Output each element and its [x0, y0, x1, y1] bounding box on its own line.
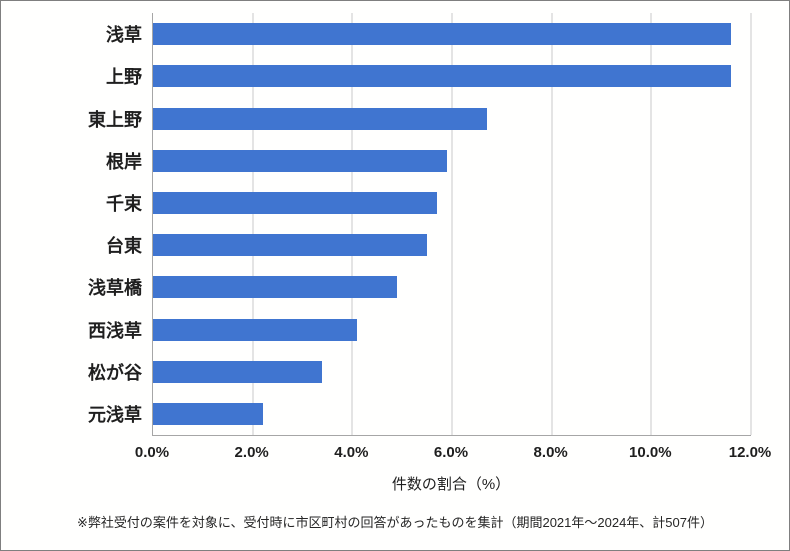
bar — [153, 234, 428, 257]
footnote: ※弊社受付の案件を対象に、受付時に市区町村の回答があったものを集計（期間2021… — [76, 515, 714, 530]
x-tick-label: 2.0% — [234, 444, 269, 461]
plot-area — [152, 13, 752, 436]
x-tick-label: 6.0% — [433, 444, 469, 461]
category-label: 松が谷 — [88, 362, 142, 383]
category-label: 台東 — [106, 236, 142, 257]
bar — [153, 65, 732, 88]
gridline — [451, 13, 453, 435]
bar — [153, 360, 323, 383]
category-label: 上野 — [106, 67, 142, 88]
category-labels: 浅草上野東上野根岸千束台東浅草橋西浅草松が谷元浅草 — [1, 13, 142, 435]
gridline — [252, 13, 254, 435]
x-tick-label: 10.0% — [629, 444, 672, 461]
x-tick-label: 8.0% — [533, 444, 568, 461]
gridline — [650, 13, 652, 435]
gridline — [551, 13, 553, 435]
x-axis-title: 件数の割合（%） — [391, 476, 511, 493]
bar — [153, 149, 448, 172]
gridline — [351, 13, 353, 435]
category-label: 根岸 — [106, 151, 142, 172]
category-label: 千束 — [106, 193, 142, 214]
category-label: 浅草 — [106, 25, 142, 46]
x-tick-labels: 0.0% 2.0% 4.0% 6.0% 8.0% 10.0% 12.0% — [135, 444, 771, 464]
bar — [153, 23, 732, 46]
category-label: 東上野 — [88, 109, 142, 130]
gridline — [750, 13, 752, 435]
bar — [153, 318, 358, 341]
x-tick-label: 12.0% — [728, 444, 772, 461]
bar — [153, 402, 263, 425]
x-tick-label: 4.0% — [334, 444, 369, 461]
bar — [153, 107, 487, 130]
bar — [153, 191, 438, 214]
category-label: 西浅草 — [88, 320, 142, 341]
category-label: 浅草橋 — [88, 278, 142, 299]
x-tick-label: 0.0% — [134, 444, 170, 461]
bar — [153, 276, 398, 299]
category-label: 元浅草 — [88, 404, 142, 425]
